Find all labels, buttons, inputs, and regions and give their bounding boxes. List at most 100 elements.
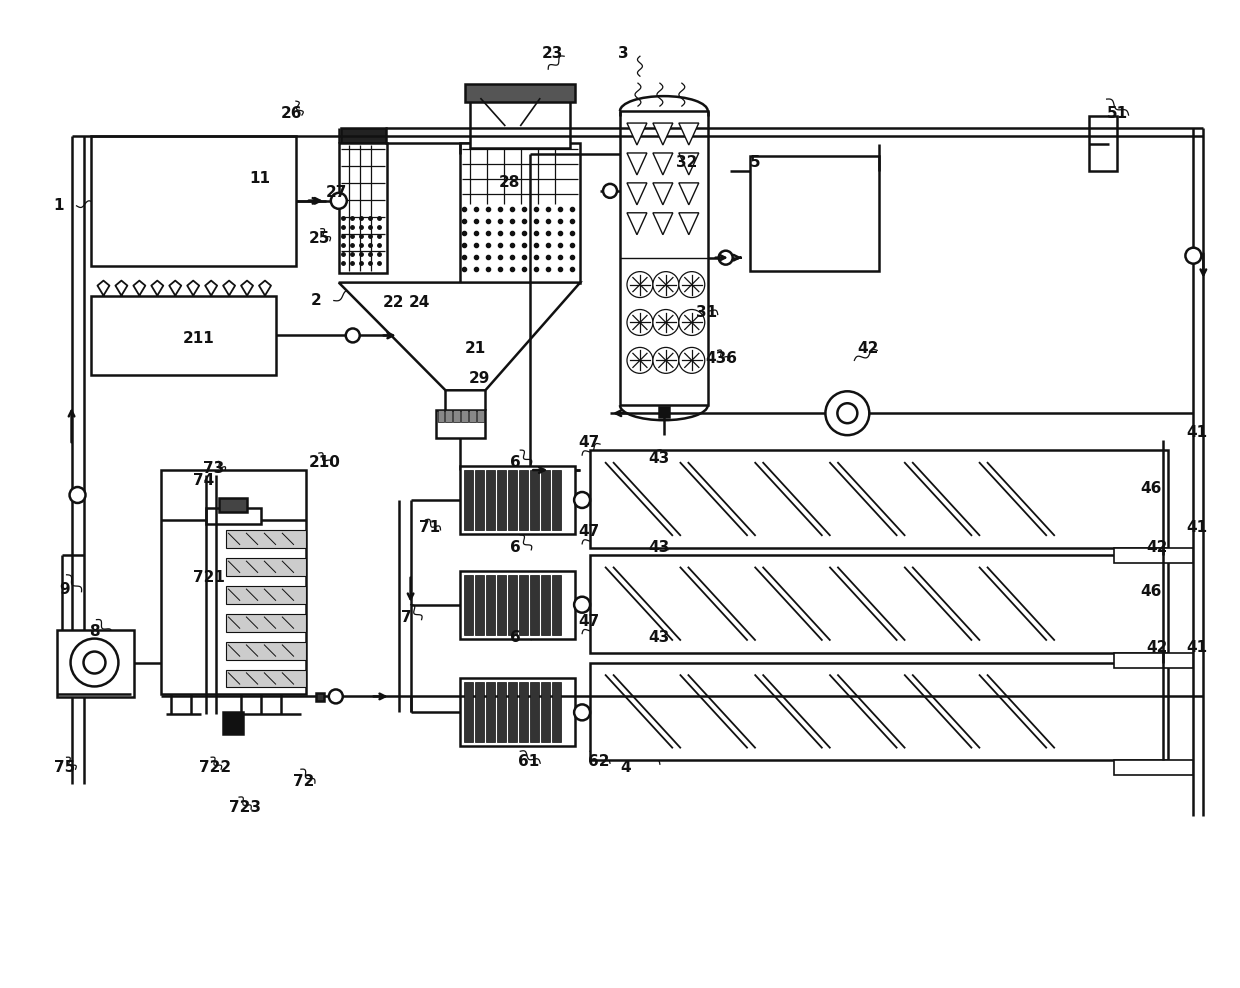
Polygon shape (678, 212, 699, 235)
Text: 43: 43 (649, 540, 670, 555)
Text: 721: 721 (193, 570, 226, 585)
Bar (531, 575, 539, 634)
Text: 7: 7 (401, 611, 412, 625)
Text: 73: 73 (203, 460, 224, 475)
Circle shape (627, 272, 653, 297)
Bar (461, 410, 469, 422)
Circle shape (1185, 248, 1202, 264)
Bar (219, 498, 247, 512)
Text: 2: 2 (311, 293, 321, 308)
Bar (206, 508, 260, 524)
Circle shape (653, 309, 678, 336)
Bar (497, 470, 506, 530)
Text: 75: 75 (53, 760, 74, 775)
Circle shape (603, 184, 618, 198)
Text: 6: 6 (511, 454, 521, 469)
Bar (226, 670, 306, 688)
Text: 22: 22 (383, 295, 404, 310)
Text: 436: 436 (706, 351, 738, 366)
Text: 62: 62 (588, 754, 610, 769)
Polygon shape (678, 124, 699, 145)
Text: 5: 5 (750, 155, 760, 171)
Text: 31: 31 (696, 305, 717, 320)
Text: 722: 722 (200, 760, 232, 775)
Bar (465, 470, 474, 530)
Bar (226, 641, 306, 660)
Text: 46: 46 (1141, 480, 1162, 496)
Text: 9: 9 (60, 582, 71, 597)
Bar (508, 683, 517, 742)
Polygon shape (339, 283, 580, 390)
Bar (486, 683, 495, 742)
Text: 3: 3 (618, 45, 629, 60)
Bar (531, 683, 539, 742)
Polygon shape (678, 153, 699, 175)
Bar (316, 694, 324, 701)
Bar (508, 575, 517, 634)
Text: 210: 210 (309, 454, 341, 469)
Bar (590, 451, 1168, 548)
Bar (477, 410, 485, 422)
Bar (465, 84, 575, 102)
Bar (497, 575, 506, 634)
Text: 211: 211 (184, 331, 215, 346)
Text: 26: 26 (281, 106, 303, 121)
Circle shape (69, 487, 86, 503)
Text: 42: 42 (1147, 640, 1168, 655)
Bar (226, 614, 306, 631)
Circle shape (346, 328, 360, 343)
Bar (1089, 116, 1116, 171)
Bar (531, 470, 539, 530)
Text: 51: 51 (1106, 106, 1127, 121)
Polygon shape (653, 124, 673, 145)
Bar (508, 470, 517, 530)
Bar (1114, 548, 1193, 563)
Bar (520, 470, 528, 530)
Circle shape (83, 651, 105, 674)
Text: 41: 41 (1187, 640, 1208, 655)
Bar (460, 143, 580, 283)
Text: 27: 27 (326, 186, 347, 201)
Bar (460, 571, 575, 638)
Circle shape (678, 348, 704, 373)
Bar (470, 410, 476, 422)
Circle shape (678, 309, 704, 336)
Bar (552, 683, 562, 742)
Bar (465, 683, 474, 742)
Bar (341, 128, 386, 143)
Text: 61: 61 (518, 754, 539, 769)
Circle shape (329, 690, 342, 703)
Text: 47: 47 (578, 435, 599, 450)
Bar (475, 683, 485, 742)
Polygon shape (653, 183, 673, 205)
Text: 24: 24 (409, 295, 430, 310)
Bar (541, 470, 551, 530)
Bar (226, 530, 306, 548)
Text: 71: 71 (419, 521, 440, 535)
Bar (161, 470, 306, 695)
Polygon shape (627, 212, 647, 235)
Bar (223, 712, 243, 734)
Polygon shape (653, 212, 673, 235)
Bar (520, 575, 528, 634)
Text: 32: 32 (676, 155, 697, 171)
Bar (620, 111, 708, 405)
Text: 42: 42 (857, 341, 879, 356)
Bar (438, 410, 444, 422)
Bar (57, 629, 134, 698)
Text: 41: 41 (1187, 521, 1208, 535)
Circle shape (627, 348, 653, 373)
Bar (552, 575, 562, 634)
Bar (92, 295, 277, 375)
Circle shape (719, 251, 733, 265)
Polygon shape (627, 183, 647, 205)
Text: 43: 43 (649, 630, 670, 645)
Bar (339, 143, 387, 273)
Text: 28: 28 (498, 176, 520, 191)
Text: 47: 47 (578, 615, 599, 629)
Bar (590, 555, 1168, 652)
Bar (658, 407, 668, 417)
Bar (497, 683, 506, 742)
Circle shape (653, 348, 678, 373)
Bar (460, 466, 575, 534)
